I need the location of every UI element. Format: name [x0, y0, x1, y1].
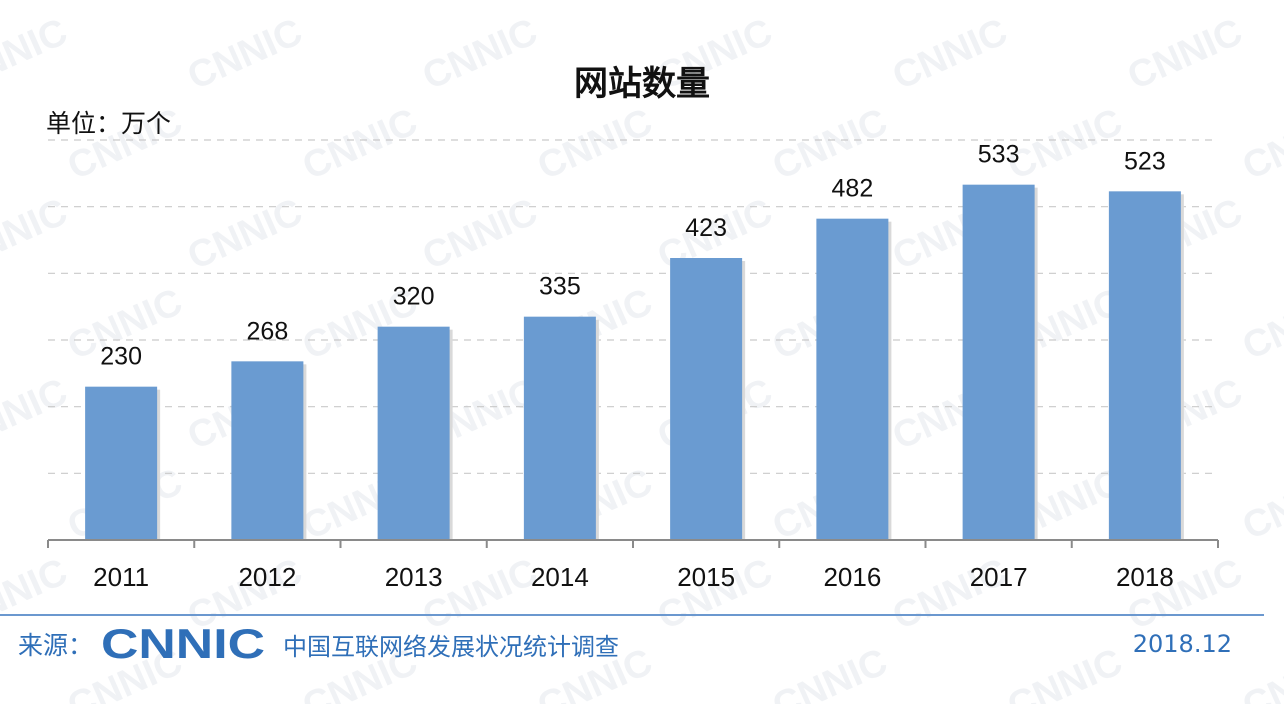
logo-text: CNNIC: [101, 624, 265, 664]
organization-name: 中国互联网络发展状况统计调查: [283, 632, 620, 661]
x-tick-label: 2017: [970, 562, 1028, 592]
data-label: 482: [832, 175, 874, 203]
bar-chart: 230 2011 268 2012 320 2013 335 2014 423 2015 482 20…: [47, 139, 1219, 592]
bar: [377, 326, 450, 540]
x-tick-label: 2013: [385, 562, 443, 592]
bar: [85, 386, 158, 540]
bar: [670, 258, 743, 540]
report-date: 2018.12: [1132, 630, 1232, 658]
bar: [962, 184, 1035, 540]
watermark-text: CNNIC: [1237, 641, 1284, 704]
unit-label: 单位：万个: [46, 109, 172, 138]
x-tick-label: 2018: [1116, 562, 1174, 592]
x-tick-label: 2011: [93, 562, 149, 592]
data-label: 268: [247, 317, 289, 345]
source-label: 来源：: [18, 631, 94, 660]
bar: [1108, 191, 1181, 541]
data-label: 423: [685, 214, 727, 242]
watermark-text: CNNIC: [1002, 641, 1129, 704]
footer-source: 来源： CNNIC 中国互联网络发展状况统计调查: [18, 622, 619, 666]
cnnic-logo: CNNIC: [101, 624, 267, 664]
data-label: 533: [978, 141, 1020, 169]
bar: [231, 361, 304, 540]
bar: [523, 316, 596, 540]
data-label: 335: [539, 273, 581, 301]
data-label: 230: [100, 343, 142, 371]
bar: [816, 218, 889, 540]
watermark-text: CNNIC: [767, 641, 894, 704]
data-label: 523: [1124, 147, 1166, 175]
x-tick-label: 2014: [531, 562, 589, 592]
x-tick-label: 2015: [677, 562, 735, 592]
footer-divider: [0, 614, 1264, 616]
data-label: 320: [393, 283, 435, 311]
chart-title: 网站数量: [574, 64, 710, 104]
x-tick-label: 2016: [823, 562, 881, 592]
x-tick-label: 2012: [238, 562, 296, 592]
